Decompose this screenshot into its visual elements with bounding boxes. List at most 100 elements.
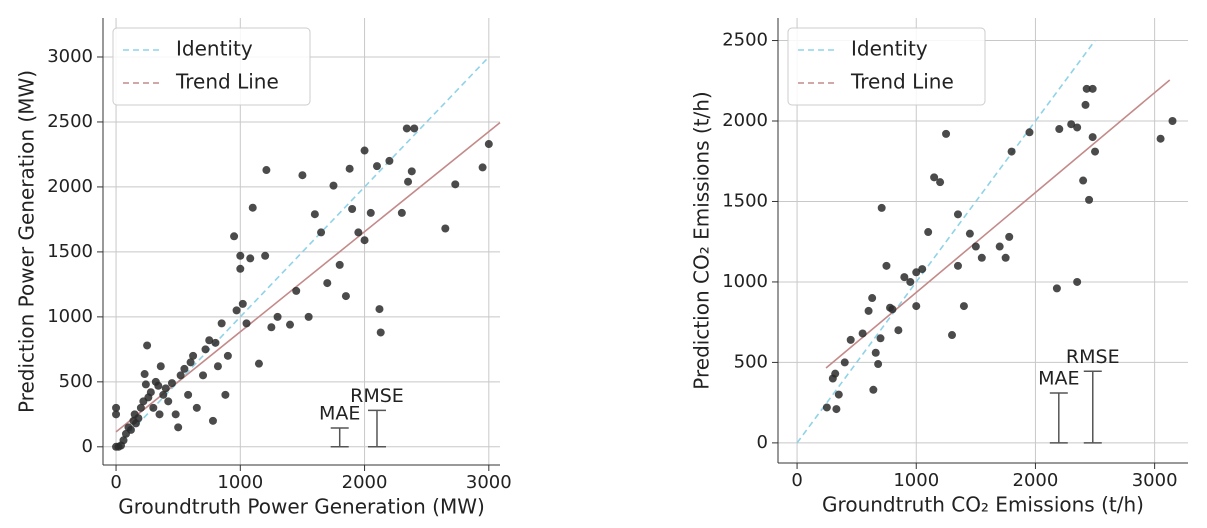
data-point — [478, 163, 487, 172]
data-point — [894, 326, 903, 335]
data-point — [186, 358, 195, 367]
data-point — [232, 306, 241, 315]
x-tick-label: 0 — [110, 472, 121, 493]
data-point — [254, 359, 263, 368]
data-point — [869, 385, 878, 394]
data-point — [407, 167, 416, 176]
legend-box — [112, 27, 311, 106]
data-point — [126, 425, 135, 434]
x-tick-label: 2000 — [342, 472, 388, 493]
data-point — [868, 294, 877, 303]
data-point — [1156, 134, 1165, 143]
data-point — [959, 302, 968, 311]
data-point — [262, 166, 271, 175]
x-tick-label: 1000 — [217, 472, 263, 493]
data-point — [876, 334, 885, 343]
data-point — [159, 390, 168, 399]
error-bar-label: RMSE — [350, 385, 404, 407]
legend-label: Trend Line — [850, 70, 954, 94]
y-tick-label: 1500 — [47, 241, 93, 262]
data-point — [242, 319, 251, 328]
data-point — [366, 208, 375, 217]
data-point — [221, 390, 230, 399]
data-point — [143, 341, 152, 350]
data-point — [217, 319, 226, 328]
data-point — [877, 203, 886, 212]
data-point — [161, 384, 170, 393]
data-point — [451, 180, 460, 189]
data-point — [404, 177, 413, 186]
legend-box — [787, 27, 986, 106]
data-point — [236, 264, 245, 273]
y-tick-label: 2000 — [47, 176, 93, 197]
data-point — [1085, 195, 1094, 204]
y-tick-label: 0 — [82, 436, 93, 457]
y-tick-label: 0 — [757, 432, 768, 453]
x-tick-label: 2000 — [1013, 470, 1059, 491]
data-point — [402, 124, 411, 133]
data-point — [141, 380, 150, 389]
data-point — [192, 403, 201, 412]
data-point — [112, 403, 121, 412]
data-point — [1073, 277, 1082, 286]
data-point — [174, 423, 183, 432]
data-point — [900, 273, 909, 282]
data-point — [208, 416, 217, 425]
data-point — [164, 397, 173, 406]
reference-line — [115, 121, 501, 433]
data-point — [176, 371, 185, 380]
data-point — [310, 210, 319, 219]
data-point — [372, 162, 381, 171]
data-point — [205, 336, 214, 345]
data-point — [238, 299, 247, 308]
data-point — [834, 390, 843, 399]
data-point — [1082, 84, 1091, 93]
data-point — [298, 171, 307, 180]
data-point — [211, 338, 220, 347]
x-axis-label: Groundtruth CO₂ Emissions (t/h) — [822, 493, 1144, 517]
data-point — [888, 305, 897, 314]
data-point — [953, 261, 962, 270]
data-point — [1088, 133, 1097, 142]
data-point — [1081, 100, 1090, 109]
data-point — [840, 358, 849, 367]
reference-line — [825, 79, 1171, 369]
data-point — [304, 312, 313, 321]
x-axis-label: Groundtruth Power Generation (MW) — [118, 495, 485, 519]
data-point — [149, 403, 158, 412]
data-point — [1005, 232, 1014, 241]
data-point — [335, 260, 344, 269]
data-point — [360, 146, 369, 155]
data-point — [832, 405, 841, 414]
data-point — [1079, 176, 1088, 185]
data-point — [410, 124, 419, 133]
data-point — [236, 251, 245, 260]
data-point — [223, 351, 232, 360]
data-point — [171, 410, 180, 419]
y-tick-label: 2500 — [722, 30, 768, 51]
data-point — [1073, 123, 1082, 132]
data-point — [924, 228, 933, 237]
y-tick-label: 1000 — [722, 271, 768, 292]
y-tick-label: 500 — [59, 371, 93, 392]
data-point — [1001, 253, 1010, 262]
data-point — [341, 292, 350, 301]
data-point — [1091, 147, 1100, 156]
data-point — [874, 360, 883, 369]
data-point — [292, 286, 301, 295]
data-point — [1025, 128, 1034, 137]
legend-label: Trend Line — [175, 70, 279, 94]
y-tick-label: 3000 — [47, 46, 93, 67]
data-point — [977, 253, 986, 262]
data-point — [871, 348, 880, 357]
data-point — [230, 232, 239, 241]
data-point — [267, 323, 276, 332]
data-point — [948, 331, 957, 340]
data-point — [246, 254, 255, 263]
data-point — [180, 364, 189, 373]
data-point — [348, 205, 357, 214]
data-point — [953, 210, 962, 219]
data-point — [858, 329, 867, 338]
data-point — [385, 156, 394, 165]
